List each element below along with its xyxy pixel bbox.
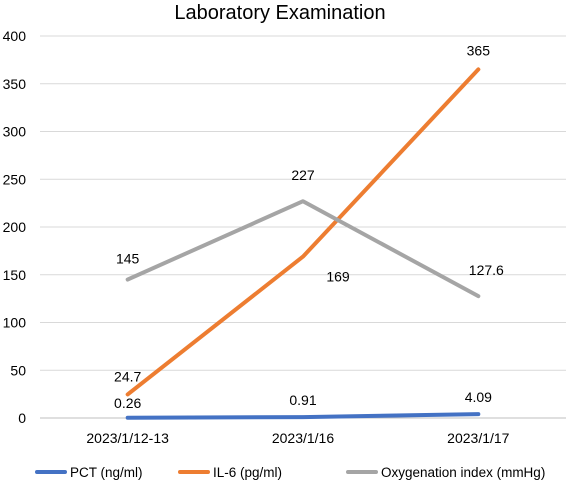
- data-label: 0.26: [114, 395, 141, 411]
- data-label: 227: [291, 167, 315, 183]
- y-tick-label: 100: [3, 315, 27, 331]
- x-tick-label: 2023/1/12-13: [86, 430, 169, 446]
- series-line: [125, 412, 481, 420]
- y-tick-label: 400: [3, 28, 27, 44]
- data-labels: 0.26 0.91 4.09 24.7 169 365 145 227 127.6: [114, 42, 504, 410]
- legend-label: IL-6 (pg/ml): [213, 465, 282, 480]
- y-axis-ticks: 0 50 100 150 200 250 300 350 400: [3, 28, 27, 426]
- legend-label: Oxygenation index (mmHg): [381, 465, 545, 480]
- data-label: 365: [467, 42, 491, 58]
- y-tick-label: 50: [10, 362, 26, 378]
- y-tick-label: 150: [3, 267, 27, 283]
- data-label: 24.7: [114, 368, 141, 384]
- y-tick-label: 250: [3, 171, 27, 187]
- series-lines: [125, 67, 481, 420]
- data-label: 0.91: [289, 392, 316, 408]
- data-label: 145: [116, 251, 140, 267]
- data-label: 169: [326, 269, 350, 285]
- series-line: [125, 67, 481, 397]
- chart-title: Laboratory Examination: [174, 2, 385, 24]
- x-axis-ticks: 2023/1/12-13 2023/1/16 2023/1/17: [86, 430, 509, 446]
- data-label: 4.09: [465, 389, 492, 405]
- legend-item: Oxygenation index (mmHg): [346, 465, 545, 480]
- data-label: 127.6: [469, 262, 504, 278]
- y-tick-label: 300: [3, 124, 27, 140]
- legend-item: PCT (ng/ml): [35, 465, 143, 480]
- x-tick-label: 2023/1/17: [447, 430, 509, 446]
- legend: PCT (ng/ml) IL-6 (pg/ml) Oxygenation index…: [35, 465, 545, 480]
- y-tick-label: 350: [3, 76, 27, 92]
- series-line: [125, 199, 481, 299]
- x-tick-label: 2023/1/16: [272, 430, 334, 446]
- legend-item: IL-6 (pg/ml): [178, 465, 282, 480]
- legend-label: PCT (ng/ml): [70, 465, 143, 480]
- gridlines: [40, 35, 566, 419]
- y-tick-label: 0: [18, 410, 26, 426]
- y-tick-label: 200: [3, 219, 27, 235]
